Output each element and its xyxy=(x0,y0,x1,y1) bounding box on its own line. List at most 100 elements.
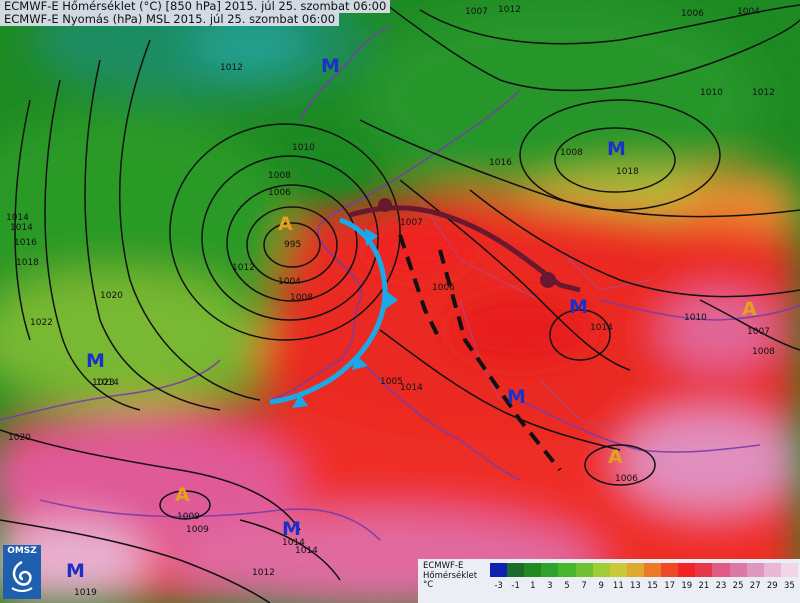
legend-tick: 11 xyxy=(612,581,624,591)
legend-swatch xyxy=(746,563,764,577)
legend-title-line: Hőmérséklet xyxy=(423,570,478,581)
isobar-label: 1010 xyxy=(700,88,723,98)
pressure-center-label: M xyxy=(607,138,626,160)
legend-tick: 13 xyxy=(630,581,641,591)
pressure-center-value: 1007 xyxy=(747,327,770,337)
legend-tick-labels: -3 -1 1 3 5 7 9 11 13 15 17 19 21 23 25 27 29 35 xyxy=(490,581,798,595)
pressure-center-value: 1014 xyxy=(590,323,613,333)
isobar-label: 1007 xyxy=(465,7,488,17)
legend-tick: 19 xyxy=(681,581,693,591)
pressure-center-label: A xyxy=(278,213,293,235)
legend-title-line: ECMWF-E xyxy=(423,561,464,571)
legend-swatch xyxy=(661,563,679,577)
isobar-label: 1008 xyxy=(560,148,583,158)
pressure-center-label: M xyxy=(66,560,85,582)
pressure-center-label: A xyxy=(742,298,757,320)
isobar-label: 1006 xyxy=(681,9,704,19)
legend-title-line: °C xyxy=(423,580,434,590)
legend-swatch xyxy=(626,563,644,577)
isobar-label: 1020 xyxy=(8,433,31,443)
legend-swatch xyxy=(524,563,542,577)
isobar-label: 1010 xyxy=(684,313,707,323)
isobar-label: 1004 xyxy=(737,7,760,17)
legend-title: ECMWF-E Hőmérséklet °C xyxy=(423,561,493,591)
logo-text: OMSZ xyxy=(7,546,37,556)
legend-tick: 17 xyxy=(664,581,676,591)
legend-swatch xyxy=(780,563,798,577)
legend-swatch xyxy=(763,563,781,577)
legend-swatch xyxy=(575,563,593,577)
isobar-label: 1016 xyxy=(14,238,37,248)
legend-swatch xyxy=(695,563,713,577)
isobar-label: 1016 xyxy=(489,158,512,168)
isobar-label: 1018 xyxy=(16,258,39,268)
isobar-label: 1022 xyxy=(30,318,53,328)
isobar-label: 1012 xyxy=(232,263,255,273)
pressure-center-label: M xyxy=(86,350,105,372)
legend-swatch xyxy=(490,563,508,577)
warm-front xyxy=(349,198,581,293)
isobar-label: 1020 xyxy=(100,291,123,301)
isobar-label: 1014 xyxy=(400,383,423,393)
legend-tick: 1 xyxy=(530,581,536,591)
isobar-label: 1014 xyxy=(10,223,33,233)
legend-tick: 23 xyxy=(715,581,727,591)
legend-tick: 29 xyxy=(766,581,778,591)
legend-color-scale xyxy=(490,563,798,577)
legend-tick: 9 xyxy=(598,581,604,591)
omsz-logo: OMSZ xyxy=(3,545,41,599)
isobar-label: 1012 xyxy=(498,5,521,15)
isobar-label: 1014 xyxy=(6,213,29,223)
isobar-label: 1012 xyxy=(252,568,275,578)
legend-tick: 3 xyxy=(547,581,553,591)
legend-swatch xyxy=(729,563,747,577)
isobar-label: 1008 xyxy=(268,171,291,181)
legend-tick: 35 xyxy=(784,581,795,591)
legend-tick: 25 xyxy=(732,581,744,591)
pressure-center-value: 1023 xyxy=(92,378,115,388)
legend-tick: 27 xyxy=(749,581,761,591)
pressure-center-value: 1006 xyxy=(615,474,638,484)
isobar-label: 1012 xyxy=(752,88,775,98)
isobar-label: 1007 xyxy=(400,218,423,228)
pressure-center-label: A xyxy=(175,484,190,506)
isobar-label: 1014 xyxy=(96,378,119,388)
isobar-label: 1012 xyxy=(220,63,243,73)
pressure-center-label: M xyxy=(321,55,340,77)
logo-swirl-icon xyxy=(11,560,33,592)
isobar-label: 1006 xyxy=(432,283,455,293)
legend-swatch xyxy=(541,563,559,577)
pressure-center-label: A xyxy=(608,446,623,468)
legend-swatch xyxy=(712,563,730,577)
pressure-center-value: 1014 xyxy=(295,546,318,556)
pressure-center-label: M xyxy=(282,518,301,540)
header-temperature-label: ECMWF-E Hőmérséklet (°C) [850 hPa] 2015.… xyxy=(0,0,391,13)
legend-tick: -1 xyxy=(511,581,520,591)
pressure-center-label: M xyxy=(507,386,526,408)
legend-swatch xyxy=(643,563,662,577)
pressure-center-value: 995 xyxy=(284,240,302,250)
isobar-label: 1008 xyxy=(752,347,775,357)
coastlines xyxy=(0,24,800,541)
temperature-legend: ECMWF-E Hőmérséklet °C -3 -1 1 3 5 7 9 11 13 15 17… xyxy=(418,559,800,603)
legend-swatch xyxy=(609,563,627,577)
isobar-label: 1014 xyxy=(282,538,305,548)
isobar-label: 1005 xyxy=(380,377,403,387)
isobar-label: 1004 xyxy=(278,277,301,287)
pressure-center-value: 1019 xyxy=(74,588,97,598)
legend-tick: 21 xyxy=(698,581,710,591)
cold-front xyxy=(269,217,398,408)
legend-tick: 7 xyxy=(581,581,587,591)
isobar-label: 1009 xyxy=(186,525,209,535)
legend-tick: -3 xyxy=(494,581,503,591)
legend-swatch xyxy=(558,563,576,577)
legend-tick: 5 xyxy=(564,581,570,591)
isobar-label: 1008 xyxy=(290,293,313,303)
isobar-label: 1010 xyxy=(292,143,315,153)
isobar-label: 1006 xyxy=(268,188,291,198)
pressure-center-label: M xyxy=(569,296,588,318)
legend-swatch xyxy=(592,563,610,577)
